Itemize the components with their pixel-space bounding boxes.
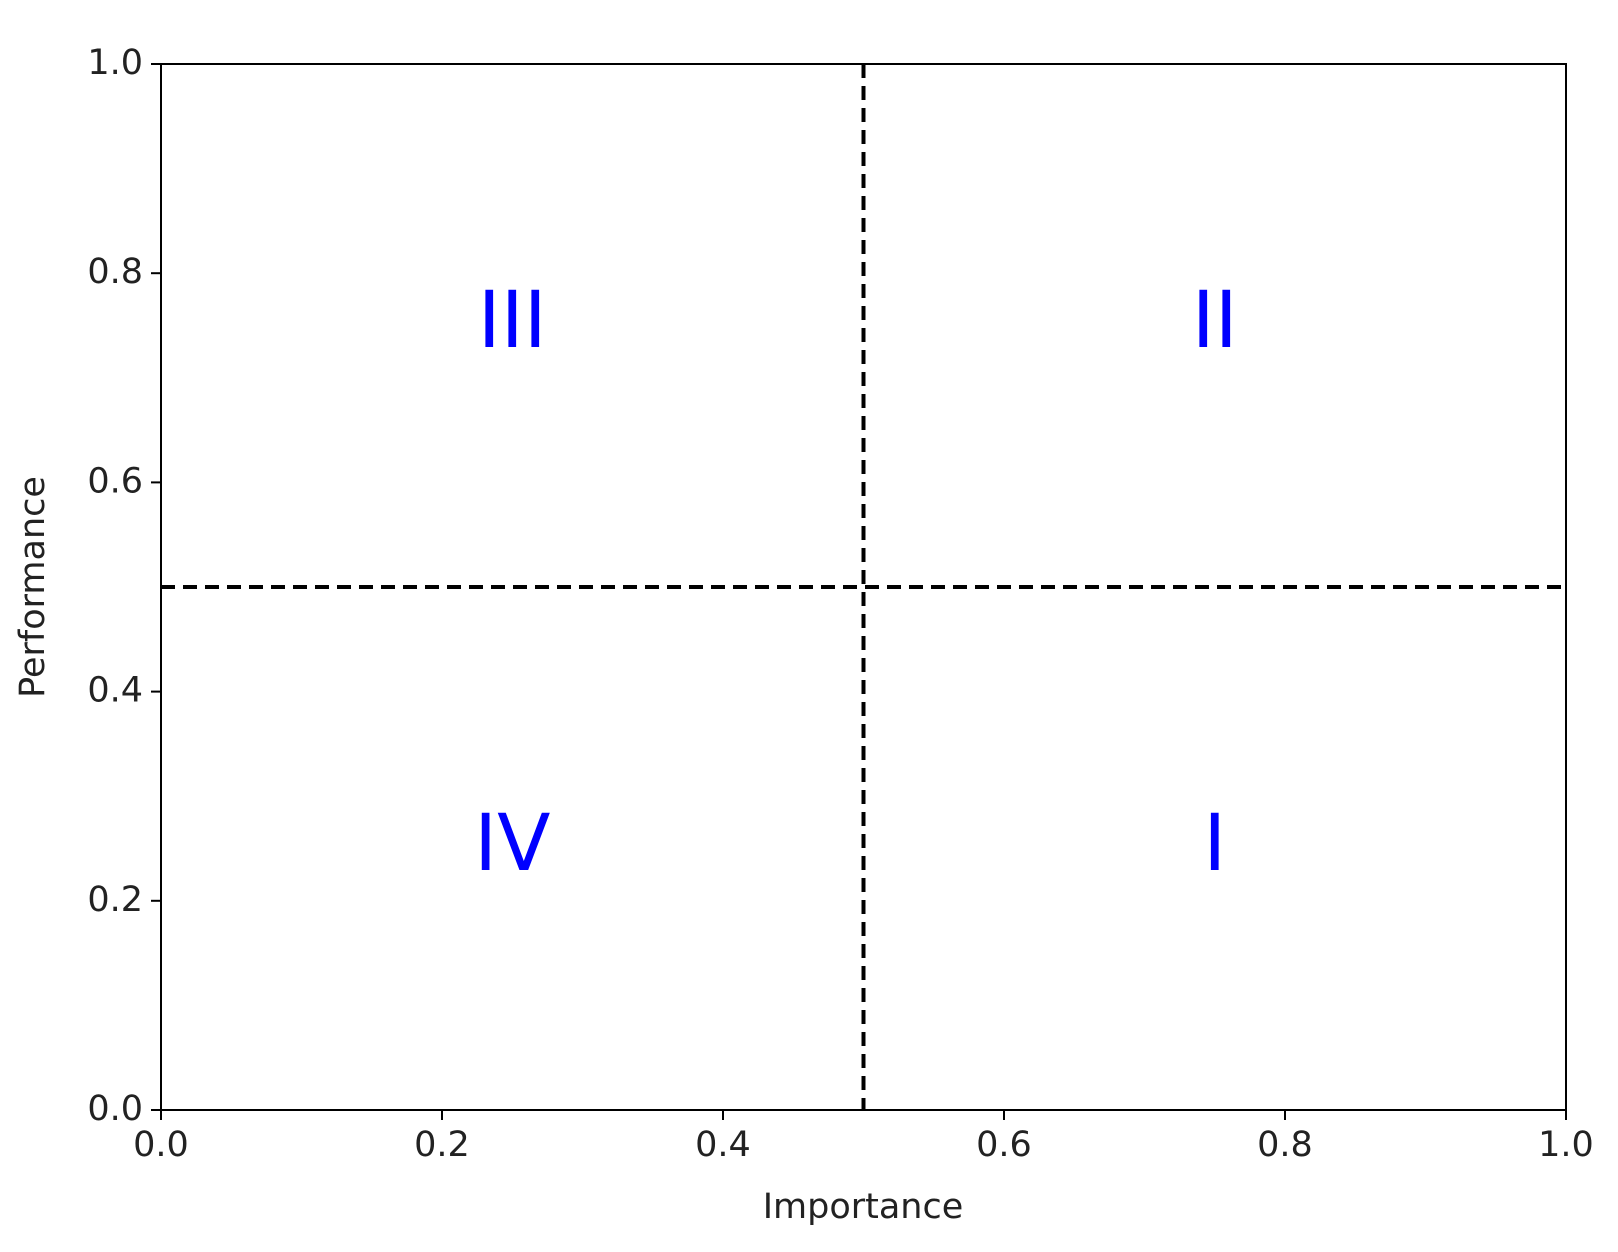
plot-frame — [160, 63, 1567, 1111]
x-tick-label: 0.0 — [133, 1125, 189, 1165]
x-tick-label: 1.0 — [1538, 1125, 1594, 1165]
y-tick-label: 0.8 — [87, 252, 143, 292]
y-tick-label: 0.6 — [87, 461, 143, 501]
x-tick-label: 0.4 — [695, 1125, 751, 1165]
quadrant-label: II — [1192, 276, 1238, 366]
x-tick-label: 0.6 — [976, 1125, 1032, 1165]
x-tick-label: 0.2 — [414, 1125, 470, 1165]
x-tick-label: 0.8 — [1257, 1125, 1313, 1165]
quadrant-label: I — [1203, 799, 1226, 889]
y-tick-label: 0.0 — [87, 1089, 143, 1129]
y-tick-label: 0.2 — [87, 880, 143, 920]
quadrant-label: IV — [474, 799, 550, 889]
y-tick-label: 0.4 — [87, 671, 143, 711]
y-tick-label: 1.0 — [87, 43, 143, 83]
quadrant-label: III — [478, 276, 547, 366]
x-axis-label: Importance — [763, 1187, 964, 1227]
y-axis-label: Performance — [13, 476, 53, 698]
